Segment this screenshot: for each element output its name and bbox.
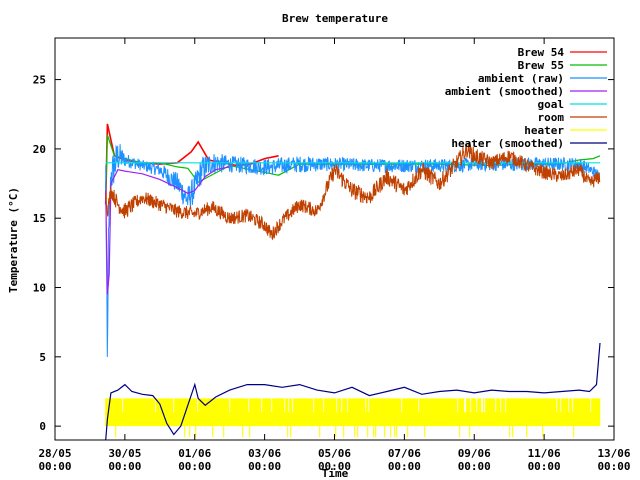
series-heater-smoothed	[105, 342, 601, 440]
x-tick-sublabel-12: 00:00	[458, 460, 491, 473]
x-tick-sublabel-4: 00:00	[178, 460, 211, 473]
series-ambient-smoothed-line	[105, 166, 230, 295]
series-heater-fill	[105, 398, 601, 438]
plot-frame	[54, 37, 615, 441]
legend-ambient-smoothed-label: ambient (smoothed)	[445, 85, 564, 98]
x-tick-label-10: 07/06	[388, 447, 421, 460]
legend-ambient-raw-label: ambient (raw)	[478, 72, 564, 85]
y-axis-label: Temperature (°C)	[7, 187, 20, 293]
y-tick-label-5: 5	[39, 351, 46, 364]
x-tick-label-8: 05/06	[318, 447, 351, 460]
x-tick-sublabel-6: 00:00	[248, 460, 281, 473]
x-tick-sublabel-0: 00:00	[38, 460, 71, 473]
series-room	[105, 142, 601, 241]
legend-heater-label: heater	[524, 124, 564, 137]
x-tick-label-0: 28/05	[38, 447, 71, 460]
x-tick-label-12: 09/06	[458, 447, 491, 460]
x-tick-sublabel-8: 00:00	[318, 460, 351, 473]
x-tick-sublabel-2: 00:00	[108, 460, 141, 473]
series-heater-smoothed-line	[105, 342, 601, 440]
y-axis: 0 5 10 15 20 25	[33, 74, 614, 433]
legend-room-label: room	[538, 111, 565, 124]
y-tick-label-10: 10	[33, 282, 46, 295]
series-ambient-raw	[105, 144, 600, 358]
x-tick-sublabel-16: 00:00	[597, 460, 630, 473]
x-tick-label-2: 30/05	[108, 447, 141, 460]
series-layer	[104, 123, 601, 440]
x-tick-label-4: 01/06	[178, 447, 211, 460]
legend-goal-label: goal	[538, 98, 565, 111]
x-axis: 28/0500:0030/0500:0001/0600:0003/0600:00…	[38, 38, 631, 473]
legend-brew-54-label: Brew 54	[518, 46, 565, 59]
x-tick-label-14: 11/06	[528, 447, 561, 460]
x-tick-label-16: 13/06	[597, 447, 630, 460]
x-tick-sublabel-14: 00:00	[528, 460, 561, 473]
x-tick-label-6: 03/06	[248, 447, 281, 460]
y-tick-label-25: 25	[33, 74, 46, 87]
series-ambient-raw-line	[105, 144, 600, 358]
legend-heater-smoothed-label: heater (smoothed)	[451, 137, 564, 150]
x-axis-label: Time	[322, 467, 349, 480]
series-room-line	[105, 142, 601, 241]
y-tick-label-20: 20	[33, 143, 46, 156]
y-tick-label-15: 15	[33, 212, 46, 225]
y-tick-label-0: 0	[39, 420, 46, 433]
chart-title: Brew temperature	[282, 12, 388, 25]
series-heater	[105, 398, 601, 438]
x-tick-sublabel-10: 00:00	[388, 460, 421, 473]
legend-brew-55-label: Brew 55	[518, 59, 564, 72]
series-ambient-smoothed	[105, 166, 230, 295]
